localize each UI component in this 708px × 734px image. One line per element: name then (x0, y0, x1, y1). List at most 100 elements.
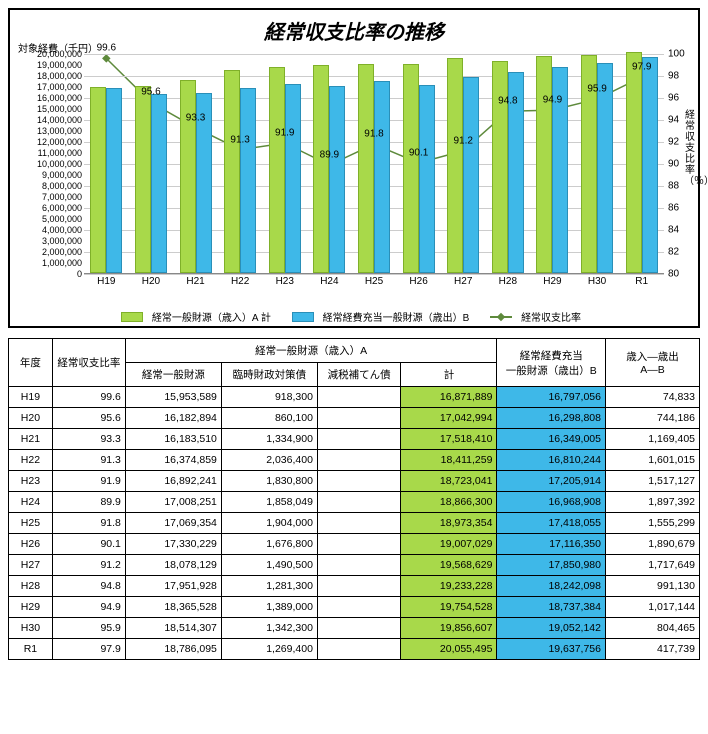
cell-diff: 1,717,649 (606, 555, 700, 576)
x-tick: H23 (276, 276, 294, 287)
ytick-right: 100 (668, 49, 685, 60)
table-row: H2791.218,078,1291,490,50019,568,62917,8… (9, 555, 700, 576)
ratio-label: 94.9 (543, 95, 562, 106)
cell-diff: 1,169,405 (606, 429, 700, 450)
ratio-label: 89.9 (320, 150, 339, 161)
ytick-left: 16,000,000 (22, 93, 82, 103)
bar-b (285, 84, 301, 273)
table-row: H2291.316,374,8592,036,40018,411,25916,8… (9, 450, 700, 471)
cell-ratio: 97.9 (52, 639, 125, 660)
ratio-label: 91.3 (230, 134, 249, 145)
cell-year: R1 (9, 639, 53, 660)
bar-b (106, 88, 122, 273)
cell-a1: 16,183,510 (125, 429, 221, 450)
chart-title: 経常収支比率の推移 (16, 16, 692, 45)
cell-a1: 17,951,928 (125, 576, 221, 597)
ratio-label: 95.9 (587, 84, 606, 95)
ytick-left: 1,000,000 (22, 258, 82, 268)
cell-year: H25 (9, 513, 53, 534)
bar-a (90, 87, 106, 273)
cell-sum: 17,042,994 (401, 408, 497, 429)
cell-a3 (317, 450, 401, 471)
ytick-left: 0 (22, 269, 82, 279)
th-ratio: 経常収支比率 (52, 339, 125, 387)
ytick-left: 9,000,000 (22, 170, 82, 180)
ratio-label: 91.2 (453, 135, 472, 146)
ytick-left: 14,000,000 (22, 115, 82, 125)
legend-line: 経常収支比率 (521, 309, 581, 324)
cell-b: 19,052,142 (497, 618, 606, 639)
cell-year: H22 (9, 450, 53, 471)
ytick-left: 12,000,000 (22, 137, 82, 147)
ytick-left: 19,000,000 (22, 60, 82, 70)
cell-a3 (317, 534, 401, 555)
cell-a1: 18,786,095 (125, 639, 221, 660)
cell-diff: 1,601,015 (606, 450, 700, 471)
cell-ratio: 91.3 (52, 450, 125, 471)
x-tick: H25 (365, 276, 383, 287)
cell-ratio: 91.2 (52, 555, 125, 576)
cell-b: 16,349,005 (497, 429, 606, 450)
x-tick: H19 (97, 276, 115, 287)
cell-a2: 1,342,300 (221, 618, 317, 639)
cell-year: H26 (9, 534, 53, 555)
cell-a3 (317, 597, 401, 618)
ytick-right: 98 (668, 71, 679, 82)
cell-ratio: 89.9 (52, 492, 125, 513)
table-row: H2994.918,365,5281,389,00019,754,52818,7… (9, 597, 700, 618)
cell-a1: 16,182,894 (125, 408, 221, 429)
cell-b: 19,637,756 (497, 639, 606, 660)
data-table: 年度 経常収支比率 経常一般財源（歳入）A 経常経費充当一般財源（歳出）B 歳入… (8, 338, 700, 660)
bar-a (492, 61, 508, 273)
bar-a (403, 64, 419, 273)
cell-ratio: 99.6 (52, 387, 125, 408)
cell-b: 17,116,350 (497, 534, 606, 555)
bar-a (224, 70, 240, 273)
bar-b (642, 57, 658, 273)
cell-diff: 1,017,144 (606, 597, 700, 618)
ytick-left: 2,000,000 (22, 247, 82, 257)
cell-ratio: 93.3 (52, 429, 125, 450)
ytick-right: 94 (668, 115, 679, 126)
cell-a2: 1,830,800 (221, 471, 317, 492)
bar-a (626, 52, 642, 273)
cell-a1: 18,365,528 (125, 597, 221, 618)
table-row: H2193.316,183,5101,334,90017,518,41016,3… (9, 429, 700, 450)
cell-a1: 15,953,589 (125, 387, 221, 408)
cell-sum: 18,866,300 (401, 492, 497, 513)
cell-sum: 16,871,889 (401, 387, 497, 408)
ytick-right: 88 (668, 181, 679, 192)
th-a2: 臨時財政対策債 (221, 363, 317, 387)
cell-sum: 18,723,041 (401, 471, 497, 492)
cell-a2: 2,036,400 (221, 450, 317, 471)
cell-a2: 1,858,049 (221, 492, 317, 513)
bar-a (536, 56, 552, 273)
table-row: H2095.616,182,894860,10017,042,99416,298… (9, 408, 700, 429)
table-row: H1999.615,953,589918,30016,871,88916,797… (9, 387, 700, 408)
plot-area: 8082848688909294969810001,000,0002,000,0… (84, 54, 664, 274)
th-sum: 計 (401, 363, 497, 387)
cell-diff: 1,890,679 (606, 534, 700, 555)
cell-a1: 18,514,307 (125, 618, 221, 639)
ytick-right: 82 (668, 247, 679, 258)
bar-b (329, 86, 345, 273)
ytick-right: 86 (668, 203, 679, 214)
ytick-right: 84 (668, 225, 679, 236)
cell-diff: 991,130 (606, 576, 700, 597)
ytick-left: 20,000,000 (22, 49, 82, 59)
cell-ratio: 95.9 (52, 618, 125, 639)
x-tick: H29 (543, 276, 561, 287)
cell-a2: 860,100 (221, 408, 317, 429)
cell-a1: 18,078,129 (125, 555, 221, 576)
cell-sum: 19,754,528 (401, 597, 497, 618)
cell-sum: 19,568,629 (401, 555, 497, 576)
cell-b: 16,968,908 (497, 492, 606, 513)
cell-sum: 19,856,607 (401, 618, 497, 639)
cell-sum: 18,973,354 (401, 513, 497, 534)
cell-a2: 1,334,900 (221, 429, 317, 450)
th-a3: 減税補てん債 (317, 363, 401, 387)
cell-sum: 20,055,495 (401, 639, 497, 660)
ratio-label: 94.8 (498, 96, 517, 107)
bar-b (151, 94, 167, 273)
cell-ratio: 95.6 (52, 408, 125, 429)
